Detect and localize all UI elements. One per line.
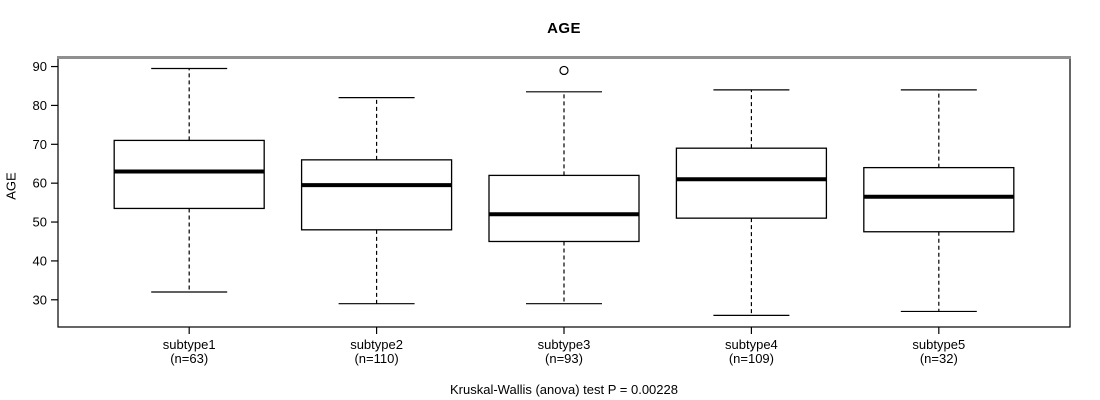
x-axis-sample-size-label: (n=110) [354,351,398,366]
outlier-point [559,65,569,76]
y-axis-tick-label: 70 [33,137,47,152]
stat-test-annotation: Kruskal-Wallis (anova) test P = 0.00228 [450,382,678,397]
x-axis-sample-size-label: (n=63) [170,351,208,366]
chart-title: AGE [547,20,581,37]
y-axis-tick-label: 80 [33,98,47,113]
x-axis-category-label: subtype5 [912,337,965,352]
boxplot-subtype1 [113,67,265,293]
boxplot-subtype5 [863,89,1015,313]
y-axis-tick-label: 30 [33,292,47,307]
x-axis-category-label: subtype3 [538,337,591,352]
x-axis-category-label: subtype2 [350,337,403,352]
y-axis-tick-label: 40 [33,253,47,268]
iqr-box [113,139,265,210]
y-axis-tick-label: 60 [33,176,47,191]
y-axis-tick-label: 90 [33,59,47,74]
x-axis-sample-size-label: (n=93) [545,351,583,366]
x-axis-sample-size-label: (n=32) [920,351,958,366]
boxplot-subtype2 [300,97,453,305]
x-axis-category-label: subtype1 [163,337,216,352]
iqr-box [863,166,1015,233]
iqr-box [300,159,453,231]
y-axis-tick-label: 50 [33,215,47,230]
iqr-box [675,147,828,219]
boxplot-subtype3 [488,65,640,305]
iqr-box [488,174,640,243]
x-axis-sample-size-label: (n=109) [729,351,774,366]
x-axis-category-label: subtype4 [725,337,778,352]
boxplot-subtype4 [675,89,828,316]
